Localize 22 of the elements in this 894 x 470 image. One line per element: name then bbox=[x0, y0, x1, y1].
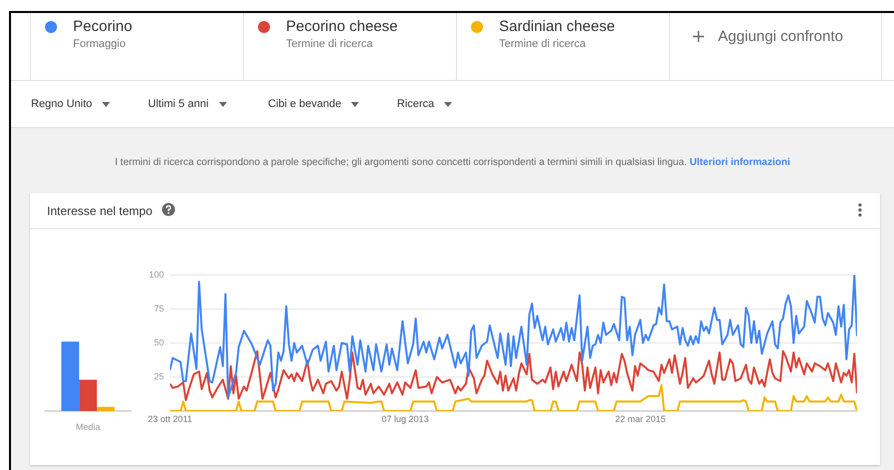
text: I termini di ricerca corrispondono a parole specifiche; gli argomenti sono concetti corrispondenti a termini simili in qualsiasi lingua. bbox=[114, 157, 688, 168]
y-tick-label: 100 bbox=[148, 269, 164, 280]
x-tick-label: 07 lug 2013 bbox=[382, 414, 429, 424]
text: Aggiungi confronto bbox=[718, 28, 844, 45]
y-tick-label: 25 bbox=[154, 371, 164, 382]
text: Ultimi 5 anni bbox=[148, 98, 209, 110]
text: Regno Unito bbox=[31, 98, 92, 110]
text: Termine di ricerca bbox=[286, 38, 373, 50]
chart-title: Interesse nel tempo bbox=[47, 204, 152, 218]
text: Ricerca bbox=[397, 98, 434, 110]
text: Formaggio bbox=[73, 38, 126, 50]
x-tick-label: Media bbox=[76, 422, 100, 432]
y-tick-label: 75 bbox=[154, 303, 164, 314]
x-tick-label: 22 mar 2015 bbox=[615, 414, 666, 424]
x-tick-label: 23 ott 2011 bbox=[148, 414, 192, 424]
legend-label: Pecorino cheese bbox=[286, 18, 398, 35]
text: Termine di ricerca bbox=[499, 38, 586, 50]
text: Ulteriori informazioni bbox=[690, 157, 790, 168]
text: Cibi e bevande bbox=[268, 98, 342, 110]
y-tick-label: 50 bbox=[154, 337, 164, 348]
legend-label: Pecorino bbox=[73, 18, 132, 35]
legend-label: Sardinian cheese bbox=[499, 18, 615, 35]
